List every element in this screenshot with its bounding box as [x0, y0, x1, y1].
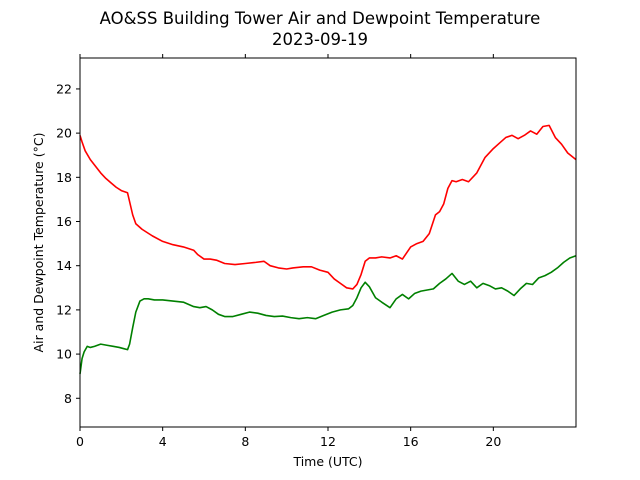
y-axis: 8 10 12 14 16 18 20 22 [56, 81, 80, 406]
chart-title: AO&SS Building Tower Air and Dewpoint Te… [100, 9, 541, 28]
y-tick-label: 8 [64, 391, 72, 406]
y-tick-label: 22 [56, 81, 72, 96]
series-layer [79, 124, 577, 375]
x-tick-label: 8 [241, 434, 249, 449]
x-tick-label: 20 [485, 434, 501, 449]
x-tick-label: 0 [76, 434, 84, 449]
y-tick-label: 14 [56, 258, 72, 273]
y-tick-label: 16 [56, 214, 72, 229]
x-axis-label: Time (UTC) [292, 454, 362, 469]
chart-subtitle: 2023-09-19 [272, 30, 368, 49]
y-tick-label: 10 [56, 347, 72, 362]
series-line-2 [79, 255, 577, 375]
y-axis-label: Air and Dewpoint Temperature (°C) [31, 133, 46, 353]
series-line-1 [79, 124, 577, 290]
x-tick-label: 16 [403, 434, 419, 449]
y-tick-label: 18 [56, 170, 72, 185]
y-tick-label: 12 [56, 302, 72, 317]
y-tick-label: 20 [56, 126, 72, 141]
x-tick-label: 12 [320, 434, 336, 449]
x-tick-label: 4 [159, 434, 167, 449]
x-axis: 0 4 8 12 16 20 [76, 54, 501, 449]
